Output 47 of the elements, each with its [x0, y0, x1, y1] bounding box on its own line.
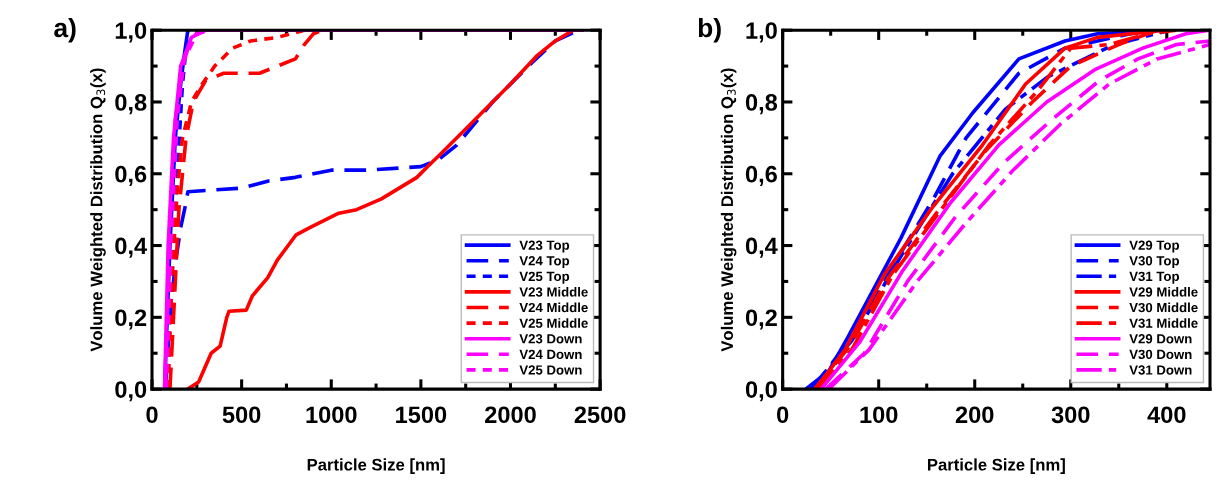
x-axis-title: Particle Size [nm]: [307, 458, 445, 474]
y-axis-title: Volume Weighted Distribution Q$_{3}$(x): [720, 68, 737, 352]
x-tick-label: 0: [146, 406, 158, 424]
legend-label: V29 Middle: [1129, 286, 1198, 297]
y-tick-label: 0,0: [115, 381, 147, 402]
x-tick-label: 200: [955, 406, 994, 424]
y-tick-label: 0,6: [115, 165, 147, 186]
y-tick-label: 0,4: [745, 237, 778, 258]
legend-label: V25 Middle: [519, 318, 588, 328]
legend-label: V29 Top: [1129, 240, 1180, 253]
legend-label: V30 Top: [1129, 256, 1180, 269]
y-tick-label: 1,0: [746, 22, 777, 43]
chart-title: a): [54, 17, 76, 43]
y-axis-title: Volume Weighted Distribution Q$_{3}$(x): [90, 68, 106, 352]
y-tick-label: 0,6: [745, 165, 777, 186]
legend-label: V31 Middle: [1129, 318, 1198, 328]
x-tick-label: 1500: [396, 406, 447, 424]
y-tick-label: 0,2: [745, 309, 777, 330]
x-tick-label: 500: [222, 406, 261, 424]
legend-label: V23 Top: [519, 240, 570, 253]
legend-label: V30 Middle: [1129, 302, 1198, 313]
y-tick-label: 0,0: [745, 381, 777, 402]
legend-label: V23 Down: [519, 334, 582, 344]
legend-label: V24 Down: [519, 349, 582, 360]
x-tick-label: 2000: [485, 406, 536, 424]
legend-label: V29 Down: [1129, 334, 1192, 344]
x-tick-label: 100: [860, 406, 898, 424]
y-tick-label: 0,8: [745, 94, 778, 115]
legend-label: V23 Middle: [519, 286, 588, 297]
chart-title: b): [698, 17, 721, 43]
y-tick-label: 0,2: [115, 309, 147, 330]
y-tick-label: 1,0: [115, 22, 147, 43]
legend-label: V31 Down: [1129, 365, 1192, 375]
y-tick-label: 0,8: [115, 94, 147, 115]
x-tick-label: 300: [1051, 406, 1090, 424]
x-tick-label: 0: [777, 406, 789, 424]
y-tick-label: 0,4: [115, 237, 148, 258]
legend-label: V31 Top: [1129, 271, 1180, 284]
legend-label: V30 Down: [1129, 349, 1192, 360]
legend-label: V25 Top: [519, 271, 570, 284]
x-axis-title: Particle Size [nm]: [927, 458, 1065, 474]
x-tick-label: 400: [1147, 406, 1186, 424]
legend-label: V25 Down: [519, 365, 582, 375]
x-tick-label: 2500: [574, 406, 626, 424]
legend-label: V24 Middle: [519, 302, 588, 313]
legend-label: V24 Top: [519, 256, 570, 269]
x-tick-label: 1000: [306, 406, 357, 424]
